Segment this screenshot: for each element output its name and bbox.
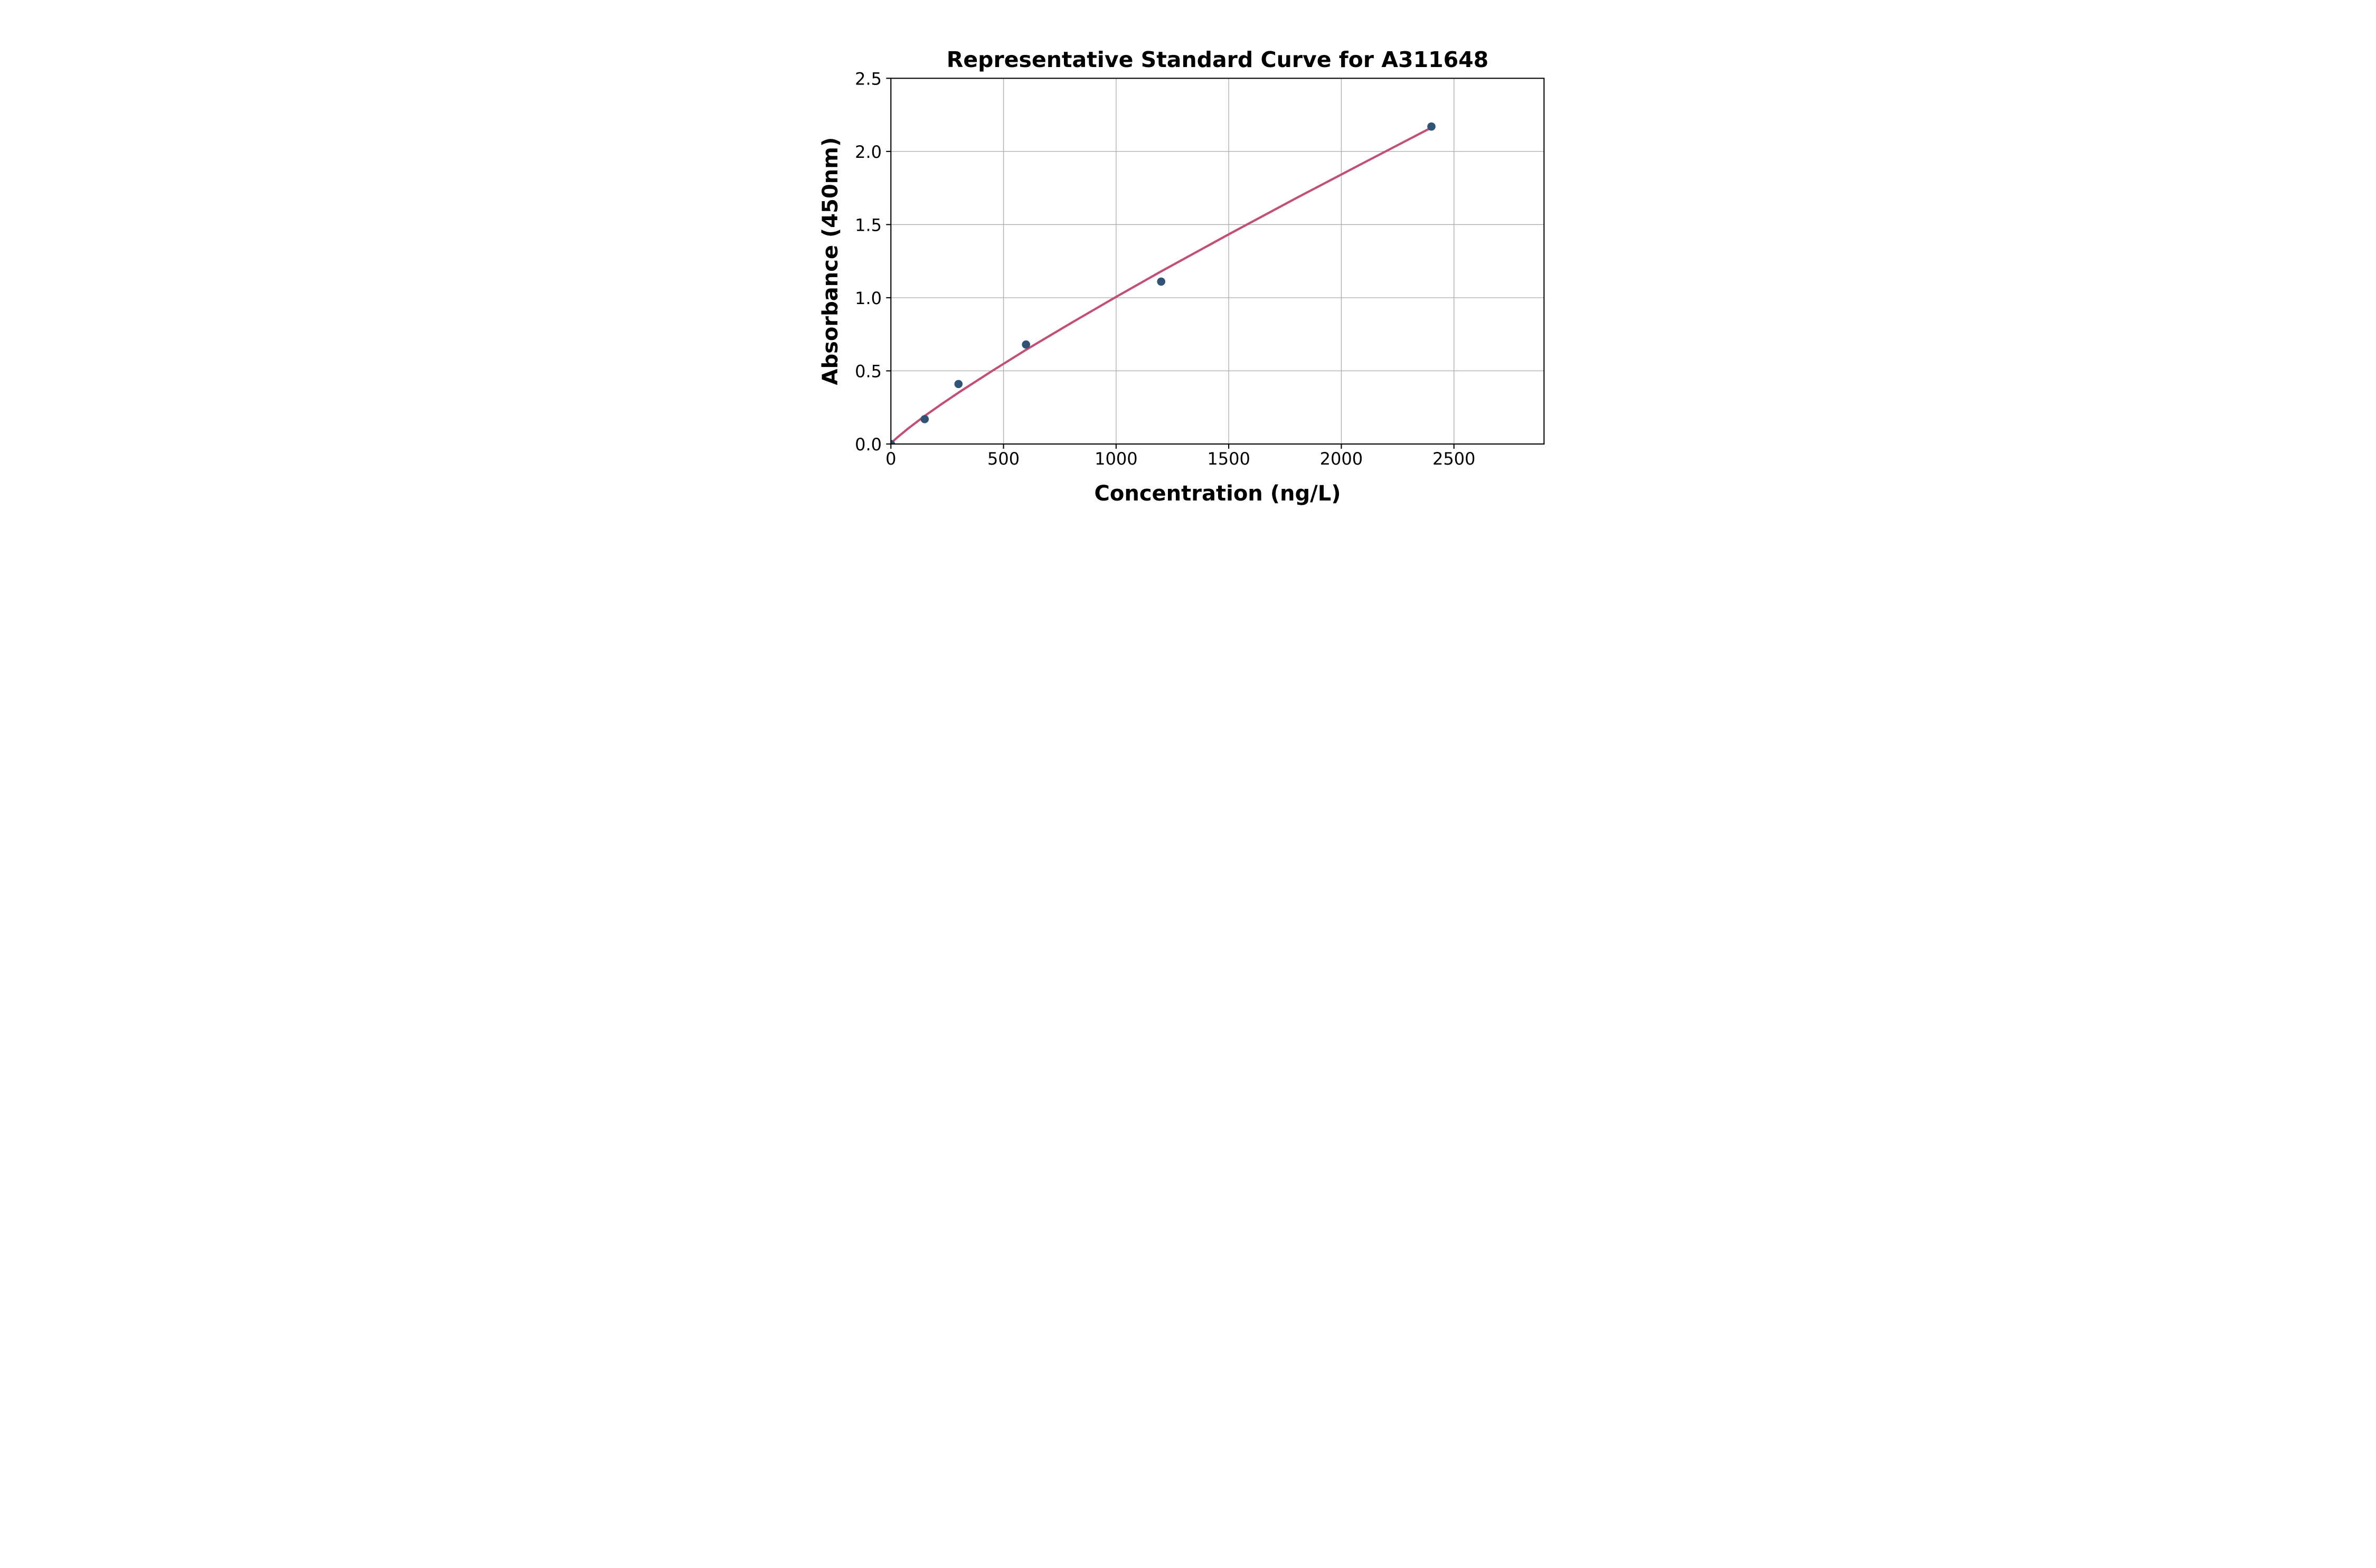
y-tick-label: 2.0 — [855, 142, 882, 162]
x-tick-label: 1000 — [1095, 449, 1137, 469]
y-axis-label: Absorbance (450nm) — [818, 137, 843, 385]
x-axis-label: Concentration (ng/L) — [1095, 481, 1341, 506]
data-point — [920, 415, 929, 423]
chart-title: Representative Standard Curve for A31164… — [947, 47, 1488, 72]
y-tick-label: 2.5 — [855, 69, 882, 89]
data-point — [1157, 277, 1165, 286]
chart-canvas: 0 500 1000 1500 2000 2500 0.0 0.5 1.0 1.5 2.0 2.5 R… — [792, 0, 1584, 523]
data-point — [954, 380, 963, 389]
x-tick-label: 1500 — [1207, 449, 1250, 469]
data-point — [1022, 340, 1030, 349]
figure-background — [792, 0, 1584, 523]
y-tick-label: 0.5 — [855, 361, 882, 381]
data-point — [891, 440, 895, 445]
y-tick-label: 0.0 — [855, 434, 882, 455]
x-tick-label: 2000 — [1320, 449, 1363, 469]
fit-curve — [891, 126, 1433, 445]
x-tick-label: 0 — [885, 449, 896, 469]
y-tick-label: 1.0 — [855, 288, 882, 308]
x-tick-label: 500 — [987, 449, 1020, 469]
plot-frame — [890, 78, 1545, 445]
x-tick-label: 2500 — [1432, 449, 1475, 469]
data-point — [1427, 122, 1436, 131]
y-tick-label: 1.5 — [855, 215, 882, 235]
standard-curve-figure: 0 500 1000 1500 2000 2500 0.0 0.5 1.0 1.5 2.0 2.5 R… — [792, 0, 1584, 523]
